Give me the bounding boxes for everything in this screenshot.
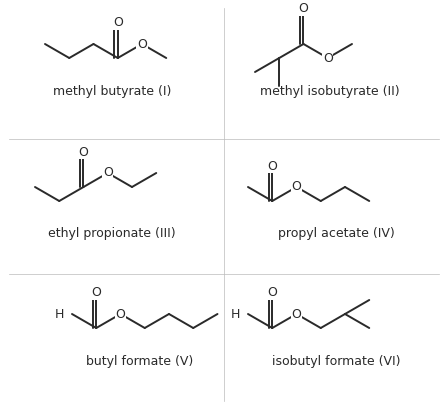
Text: O: O: [323, 52, 333, 65]
Text: O: O: [267, 286, 277, 299]
Text: H: H: [55, 308, 64, 321]
Text: O: O: [91, 286, 101, 299]
Text: O: O: [267, 160, 277, 173]
Text: H: H: [231, 308, 240, 321]
Text: O: O: [292, 308, 302, 321]
Text: O: O: [103, 166, 113, 180]
Text: ethyl propionate (III): ethyl propionate (III): [48, 227, 176, 240]
Text: O: O: [116, 308, 125, 321]
Text: O: O: [78, 146, 88, 159]
Text: O: O: [292, 180, 302, 193]
Text: propyl acetate (IV): propyl acetate (IV): [278, 227, 394, 240]
Text: methyl butyrate (I): methyl butyrate (I): [53, 85, 171, 97]
Text: O: O: [137, 38, 147, 50]
Text: isobutyl formate (VI): isobutyl formate (VI): [272, 355, 400, 368]
Text: O: O: [298, 2, 308, 16]
Text: O: O: [113, 16, 123, 29]
Text: methyl isobutyrate (II): methyl isobutyrate (II): [260, 85, 400, 97]
Text: butyl formate (V): butyl formate (V): [86, 355, 194, 368]
